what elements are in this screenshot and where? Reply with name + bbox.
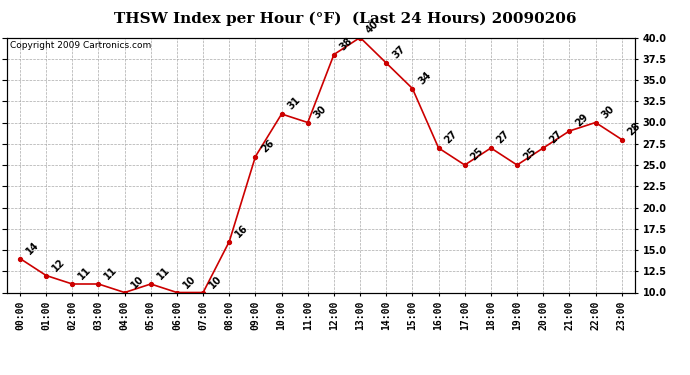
- Text: 11: 11: [77, 265, 93, 282]
- Text: 11: 11: [103, 265, 119, 282]
- Text: 27: 27: [495, 129, 512, 146]
- Text: 27: 27: [547, 129, 564, 146]
- Text: 25: 25: [521, 146, 538, 163]
- Text: THSW Index per Hour (°F)  (Last 24 Hours) 20090206: THSW Index per Hour (°F) (Last 24 Hours)…: [114, 11, 576, 26]
- Text: 34: 34: [417, 70, 433, 86]
- Text: 12: 12: [50, 257, 67, 273]
- Text: Copyright 2009 Cartronics.com: Copyright 2009 Cartronics.com: [10, 41, 151, 50]
- Text: 11: 11: [155, 265, 172, 282]
- Text: 10: 10: [207, 274, 224, 290]
- Text: 30: 30: [600, 104, 616, 120]
- Text: 37: 37: [391, 44, 407, 61]
- Text: 30: 30: [312, 104, 328, 120]
- Text: 40: 40: [364, 19, 381, 35]
- Text: 28: 28: [626, 121, 642, 137]
- Text: 25: 25: [469, 146, 486, 163]
- Text: 16: 16: [233, 223, 250, 239]
- Text: 38: 38: [338, 36, 355, 52]
- Text: 10: 10: [129, 274, 146, 290]
- Text: 27: 27: [443, 129, 460, 146]
- Text: 29: 29: [573, 112, 590, 129]
- Text: 26: 26: [259, 138, 276, 154]
- Text: 10: 10: [181, 274, 198, 290]
- Text: 14: 14: [24, 240, 41, 256]
- Text: 31: 31: [286, 95, 302, 112]
